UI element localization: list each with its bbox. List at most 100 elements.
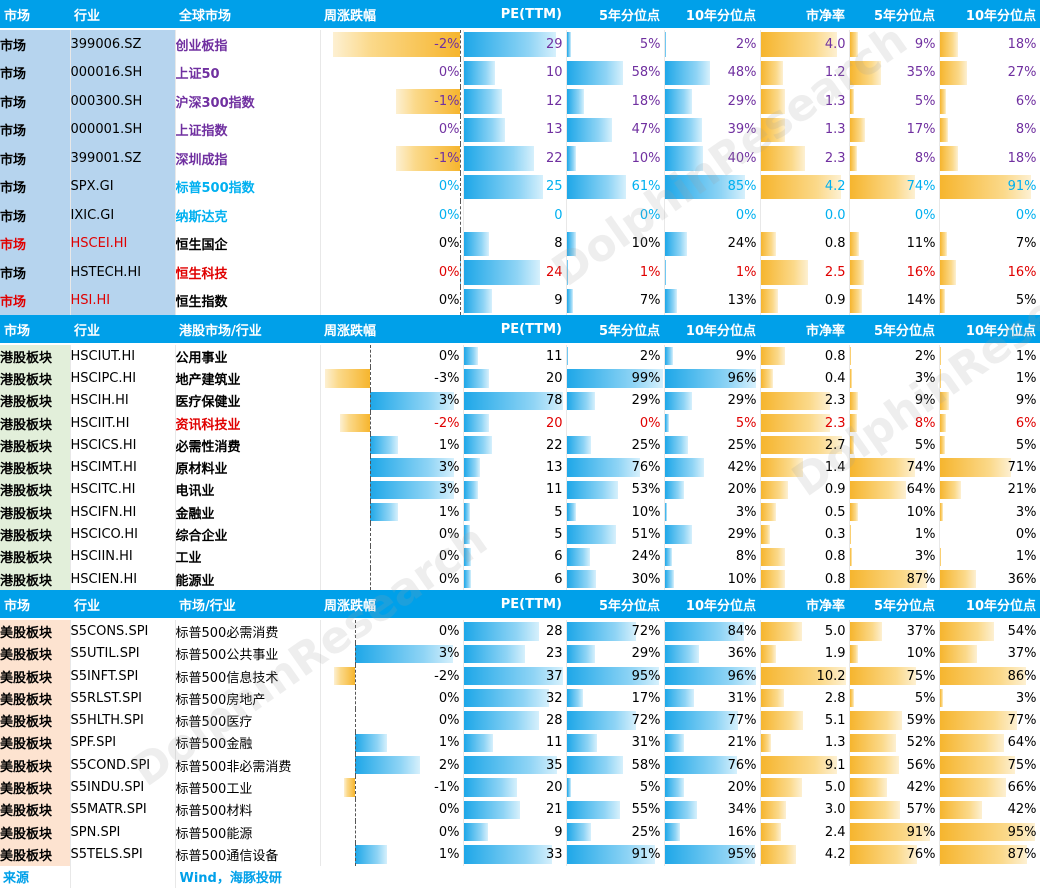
row-pb-value: 1.9 — [824, 646, 846, 662]
weekly-change-bar — [370, 480, 455, 500]
row-pb-5y-value: 56% — [906, 757, 936, 773]
row-pe-5y-value: 61% — [631, 179, 661, 195]
row-pb-5y-bar — [849, 503, 859, 522]
row-pb-5y-bar — [849, 89, 854, 114]
row-name: 标普500工业 — [175, 776, 321, 799]
row-market-label: 港股板块 — [0, 344, 71, 368]
row-pb-5y-value: 87% — [906, 571, 936, 587]
row-pe-10y-value: 77% — [727, 713, 757, 729]
row-code: S5UTIL.SPI — [70, 642, 176, 665]
row-code: 000300.SH — [70, 87, 176, 116]
row-name: 标普500材料 — [175, 798, 321, 821]
row-pe-10y-bar — [664, 369, 756, 388]
row-pe-5y: 47% — [566, 115, 665, 144]
row-pe-10y-bar — [664, 689, 694, 708]
row-weekly-change: 0% — [320, 286, 464, 315]
table-row: 美股板块 SPF.SPI 标普500金融 1% 11 31% 21% 1.3 52% 64% — [0, 731, 1040, 755]
row-pb-10y-bar — [939, 146, 958, 171]
row-pe-5y: 5% — [566, 29, 665, 59]
row-pb-5y-value: 76% — [906, 846, 936, 862]
row-pe-10y-bar — [664, 756, 737, 775]
weekly-change-bar — [354, 845, 388, 864]
row-market-label: 美股板块 — [0, 709, 71, 732]
weekly-change-value: -1% — [434, 779, 460, 795]
row-name: 综合企业 — [175, 523, 321, 546]
row-market-label: 港股板块 — [0, 367, 71, 390]
header-col-weekly-change: 周涨跌幅 — [320, 590, 463, 621]
weekly-change-value: -1% — [434, 93, 460, 109]
row-name: 纳斯达克 — [175, 201, 321, 230]
row-pe-5y: 99% — [566, 367, 665, 390]
row-pb-10y-bar — [939, 733, 1004, 753]
row-name: 标普500通信设备 — [175, 843, 321, 866]
table-row: 港股板块 HSCITC.HI 电讯业 3% 11 53% 20% 0.9 64% 21% — [0, 478, 1040, 502]
row-pb-10y: 64% — [939, 731, 1040, 755]
row-pe-10y-value: 34% — [727, 802, 757, 818]
row-pe: 20 — [463, 367, 567, 390]
row-pb-5y-value: 9% — [914, 36, 936, 52]
table-row: 市场 399001.SZ 深圳成指 -1% 22 10% 40% 2.3 8% 18% — [0, 144, 1040, 173]
weekly-change-value: 3% — [438, 393, 460, 409]
row-pb-5y-bar — [849, 778, 887, 797]
row-pb-bar — [760, 146, 805, 171]
row-pb-5y-value: 8% — [914, 415, 936, 431]
row-pe-value: 37 — [545, 668, 563, 684]
row-pe-value: 9 — [554, 824, 563, 840]
table-row: 港股板块 HSCIUT.HI 公用事业 0% 11 2% 9% 0.8 2% 1% — [0, 344, 1040, 368]
row-pe-5y-bar — [566, 480, 618, 500]
row-pe-10y-bar — [664, 260, 666, 285]
row-pe-value: 20 — [545, 370, 563, 386]
row-pe-value: 23 — [545, 646, 563, 662]
weekly-change-bar — [354, 644, 453, 663]
row-pb-5y-bar — [849, 622, 883, 641]
row-pe-5y: 53% — [566, 478, 665, 502]
row-pb: 4.0 — [760, 29, 850, 59]
weekly-change-value: -2% — [434, 415, 460, 431]
row-pb-5y-value: 75% — [906, 668, 936, 684]
row-pb-10y-value: 1% — [1015, 549, 1037, 565]
row-pb: 2.3 — [760, 389, 850, 412]
weekly-change-value: 3% — [438, 646, 460, 662]
row-pe-10y-value: 21% — [727, 735, 757, 751]
table-row: 市场 000016.SH 上证50 0% 10 58% 48% 1.2 35% 27% — [0, 58, 1040, 87]
row-code: S5CONS.SPI — [70, 619, 176, 643]
row-pb-5y: 74% — [849, 172, 940, 201]
row-pe-bar — [463, 711, 539, 730]
row-code: S5MATR.SPI — [70, 798, 176, 821]
weekly-change-value: 3% — [438, 460, 460, 476]
row-pb-10y-bar — [939, 800, 982, 819]
row-pb-value: 5.0 — [824, 779, 846, 795]
row-pe: 28 — [463, 619, 567, 643]
row-code: HSCIUT.HI — [70, 344, 176, 368]
row-pb: 2.3 — [760, 411, 850, 435]
row-pb-value: 0.8 — [824, 549, 846, 565]
row-weekly-change: 3% — [320, 642, 464, 665]
row-market-label: 美股板块 — [0, 664, 71, 688]
zero-line — [459, 144, 461, 173]
row-code: S5RLST.SPI — [70, 687, 176, 710]
row-pb-5y-bar — [849, 525, 851, 544]
row-pe-value: 22 — [545, 437, 563, 453]
row-pe-5y-bar — [566, 644, 595, 663]
row-pb-10y-value: 7% — [1015, 236, 1037, 252]
row-pe-bar — [463, 845, 553, 864]
row-pb-10y: 54% — [939, 619, 1040, 643]
row-pb-10y-value: 16% — [1007, 264, 1037, 280]
row-pb-10y: 36% — [939, 567, 1040, 591]
row-pe-5y: 31% — [566, 731, 665, 755]
row-pb-5y-bar — [849, 569, 927, 589]
row-pe-5y-bar — [566, 525, 616, 544]
row-pe-10y-value: 20% — [727, 779, 757, 795]
row-pb: 1.3 — [760, 87, 850, 116]
row-pe-5y-value: 99% — [631, 370, 661, 386]
row-pb-10y-bar — [939, 391, 949, 410]
header-col-pb-5y: 5年分位点 — [849, 315, 939, 345]
row-pb-value: 0.8 — [824, 236, 846, 252]
row-pe: 11 — [463, 731, 567, 755]
row-pb-value: 0.0 — [824, 207, 846, 223]
weekly-change-value: -2% — [434, 36, 460, 52]
weekly-change-value: -2% — [434, 668, 460, 684]
row-weekly-change: 3% — [320, 456, 464, 479]
row-pe-value: 11 — [545, 348, 563, 364]
row-code: HSCICO.HI — [70, 523, 176, 546]
